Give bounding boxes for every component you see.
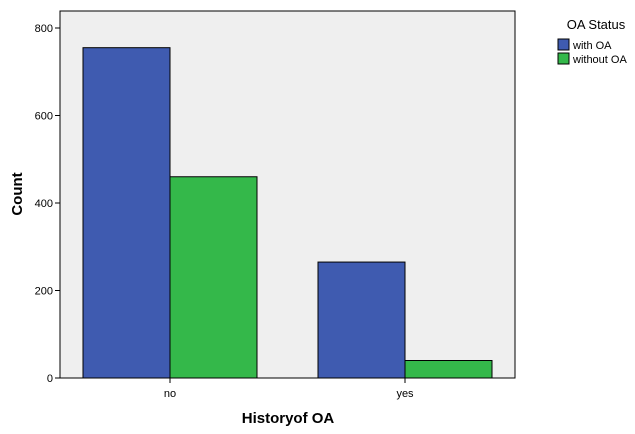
y-tick-label: 0 <box>47 373 53 385</box>
bar-no-with-oa <box>82 47 171 379</box>
legend-swatch <box>557 38 570 51</box>
legend-title: OA Status <box>567 17 626 32</box>
legend-label: with OA <box>572 40 612 52</box>
y-tick-label: 400 <box>35 198 53 210</box>
x-axis: no yes <box>164 378 414 400</box>
y-tick-label: 600 <box>35 111 53 123</box>
x-axis-title: Historyof OA <box>242 410 335 427</box>
legend-label: without OA <box>572 54 627 66</box>
x-tick-label: no <box>164 388 176 400</box>
x-tick-label: yes <box>396 388 414 400</box>
y-axis: 0 200 400 600 800 <box>35 23 60 385</box>
bar-yes-without-oa <box>404 360 493 379</box>
y-tick-label: 200 <box>35 286 53 298</box>
bars <box>82 47 493 379</box>
bar-yes-with-oa <box>317 261 406 379</box>
legend: OA Status with OA without OA <box>557 17 627 66</box>
legend-swatch <box>557 52 570 65</box>
bar-no-without-oa <box>169 176 258 379</box>
y-tick-label: 800 <box>35 23 53 35</box>
y-axis-title: Count <box>9 172 26 215</box>
